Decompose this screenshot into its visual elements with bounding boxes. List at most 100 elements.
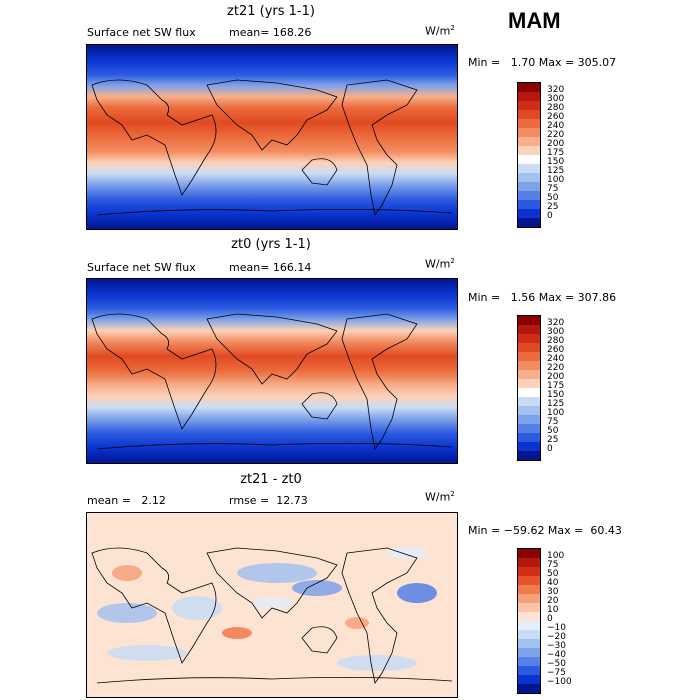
colorbar-tick-label: 0 [547, 614, 553, 624]
colorbar-swatch [518, 110, 540, 120]
panel-1-colorbar-swatches [517, 82, 541, 228]
colorbar-tick-label: 50 [547, 193, 559, 203]
colorbar-tick-label: 125 [547, 399, 565, 409]
colorbar-tick-label: 240 [547, 354, 565, 364]
panel-2-units: W/m2 [425, 257, 455, 271]
colorbar-swatch [518, 155, 540, 165]
panel-2-title: zt0 (yrs 1-1) [231, 237, 311, 252]
colorbar-swatch [518, 146, 540, 156]
colorbar-swatch [518, 451, 540, 461]
colorbar-swatch [518, 137, 540, 147]
season-label: MAM [508, 8, 561, 33]
colorbar-swatch [518, 316, 540, 326]
panel-1-units: W/m2 [425, 24, 455, 38]
colorbar-tick-label: 240 [547, 121, 565, 131]
colorbar-tick-label: 75 [547, 184, 559, 194]
colorbar-swatch [518, 191, 540, 201]
colorbar-swatch [518, 433, 540, 443]
panel-3-colorbar [517, 548, 541, 698]
colorbar-tick-label: 30 [547, 587, 559, 597]
colorbar-swatch [518, 585, 540, 595]
colorbar-tick-label: 100 [547, 408, 565, 418]
colorbar-swatch [518, 684, 540, 694]
panel-3-colorbar-swatches [517, 548, 541, 694]
colorbar-tick-label: −10 [547, 623, 566, 633]
panel-2-field-label: Surface net SW flux [87, 261, 196, 274]
colorbar-tick-label: 280 [547, 336, 565, 346]
panel-1-map [86, 44, 458, 230]
colorbar-tick-label: 40 [547, 578, 559, 588]
colorbar-tick-label: 200 [547, 372, 565, 382]
colorbar-swatch [518, 567, 540, 577]
colorbar-tick-label: 175 [547, 148, 565, 158]
colorbar-swatch [518, 675, 540, 685]
colorbar-tick-label: 75 [547, 560, 559, 570]
colorbar-swatch [518, 128, 540, 138]
colorbar-swatch [518, 648, 540, 658]
colorbar-tick-label: −75 [547, 668, 566, 678]
colorbar-swatch [518, 325, 540, 335]
panel-2-map [86, 278, 458, 464]
panel-3-title: zt21 - zt0 [240, 472, 302, 487]
colorbar-swatch [518, 173, 540, 183]
colorbar-tick-label: 220 [547, 363, 565, 373]
colorbar-tick-label: 100 [547, 175, 565, 185]
colorbar-tick-label: 200 [547, 139, 565, 149]
colorbar-swatch [518, 612, 540, 622]
colorbar-tick-label: −20 [547, 632, 566, 642]
panel-1-field-label: Surface net SW flux [87, 26, 196, 39]
colorbar-swatch [518, 379, 540, 389]
colorbar-tick-label: 280 [547, 103, 565, 113]
colorbar-swatch [518, 639, 540, 649]
colorbar-swatch [518, 621, 540, 631]
panel-1-mean: mean= 168.26 [229, 26, 312, 39]
colorbar-tick-label: −50 [547, 659, 566, 669]
colorbar-tick-label: 25 [547, 202, 559, 212]
colorbar-tick-label: 75 [547, 417, 559, 427]
colorbar-tick-label: −40 [547, 650, 566, 660]
colorbar-swatch [518, 388, 540, 398]
colorbar-swatch [518, 119, 540, 129]
panel-2-min-max: Min = 1.56 Max = 307.86 [468, 291, 617, 304]
panel-3-min-max: Min = −59.62 Max = 60.43 [468, 524, 622, 537]
colorbar-swatch [518, 442, 540, 452]
colorbar-tick-label: 150 [547, 390, 565, 400]
colorbar-swatch [518, 415, 540, 425]
panel-3-units: W/m2 [425, 490, 455, 504]
colorbar-swatch [518, 92, 540, 102]
colorbar-swatch [518, 343, 540, 353]
panel-3-mean: mean = 2.12 [87, 494, 166, 507]
colorbar-swatch [518, 576, 540, 586]
colorbar-swatch [518, 200, 540, 210]
colorbar-swatch [518, 334, 540, 344]
colorbar-tick-label: 260 [547, 112, 565, 122]
panel-3-rmse: rmse = 12.73 [229, 494, 308, 507]
colorbar-swatch [518, 406, 540, 416]
panel-1-colorbar [517, 82, 541, 232]
colorbar-tick-label: −30 [547, 641, 566, 651]
colorbar-swatch [518, 603, 540, 613]
panel-2-colorbar-swatches [517, 315, 541, 461]
colorbar-swatch [518, 630, 540, 640]
panel-1-min-max: Min = 1.70 Max = 305.07 [468, 56, 617, 69]
colorbar-swatch [518, 370, 540, 380]
colorbar-tick-label: 300 [547, 94, 565, 104]
colorbar-tick-label: 320 [547, 318, 565, 328]
colorbar-tick-label: 0 [547, 444, 553, 454]
colorbar-swatch [518, 164, 540, 174]
colorbar-swatch [518, 657, 540, 667]
colorbar-tick-label: 0 [547, 211, 553, 221]
colorbar-tick-label: 100 [547, 551, 565, 561]
colorbar-swatch [518, 594, 540, 604]
colorbar-tick-label: 320 [547, 85, 565, 95]
colorbar-tick-label: 10 [547, 605, 559, 615]
colorbar-tick-label: 150 [547, 157, 565, 167]
colorbar-tick-label: 220 [547, 130, 565, 140]
colorbar-swatch [518, 361, 540, 371]
colorbar-tick-label: 20 [547, 596, 559, 606]
colorbar-tick-label: 25 [547, 435, 559, 445]
colorbar-swatch [518, 352, 540, 362]
panel-2-mean: mean= 166.14 [229, 261, 312, 274]
colorbar-swatch [518, 101, 540, 111]
colorbar-tick-label: −100 [547, 677, 572, 687]
